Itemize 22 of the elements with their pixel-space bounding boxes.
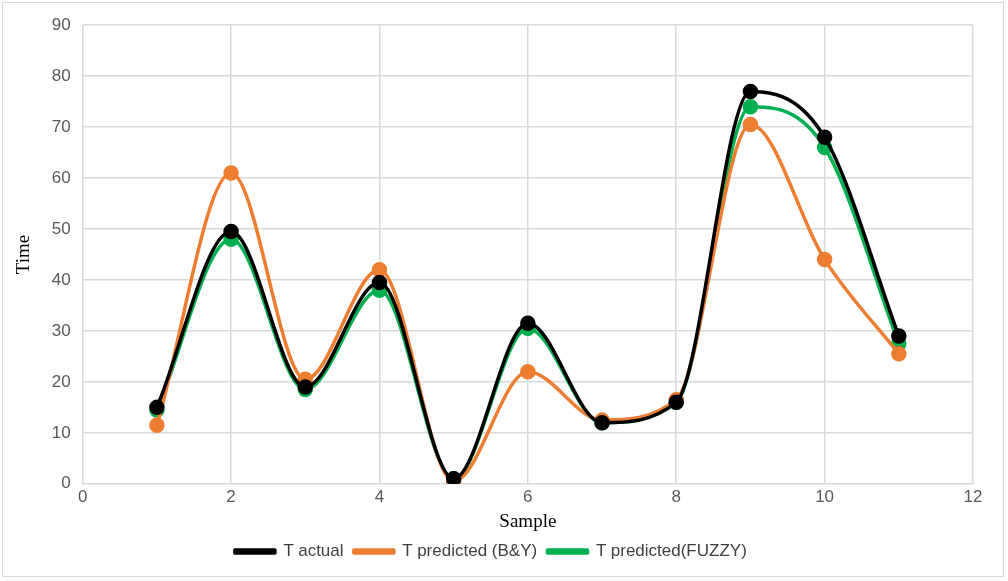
x-tick-label: 0 — [77, 486, 88, 506]
y-tick-label: 30 — [51, 320, 71, 340]
x-tick-label: 10 — [815, 486, 835, 506]
x-tick-label: 6 — [523, 486, 533, 506]
y-tick-label: 10 — [51, 422, 71, 442]
x-tick-label: 12 — [963, 486, 983, 506]
y-axis-title: Time — [12, 234, 34, 275]
x-tick-label: 8 — [671, 486, 681, 506]
y-tick-label: 90 — [51, 14, 71, 34]
y-tick-label: 80 — [51, 65, 71, 85]
legend-label: T predicted (B&Y) — [402, 541, 538, 561]
legend-label: T actual — [283, 541, 344, 561]
x-tick-label: 4 — [374, 486, 385, 506]
y-tick-label: 0 — [61, 473, 71, 493]
y-tick-label: 50 — [51, 218, 71, 238]
legend-label: T predicted(FUZZY) — [595, 541, 747, 561]
x-tick-label: 2 — [226, 486, 236, 506]
x-axis-title: Sample — [499, 509, 557, 531]
y-tick-label: 40 — [51, 269, 71, 289]
y-tick-label: 70 — [51, 116, 71, 136]
y-tick-label: 60 — [51, 167, 71, 187]
y-tick-label: 20 — [51, 371, 71, 391]
